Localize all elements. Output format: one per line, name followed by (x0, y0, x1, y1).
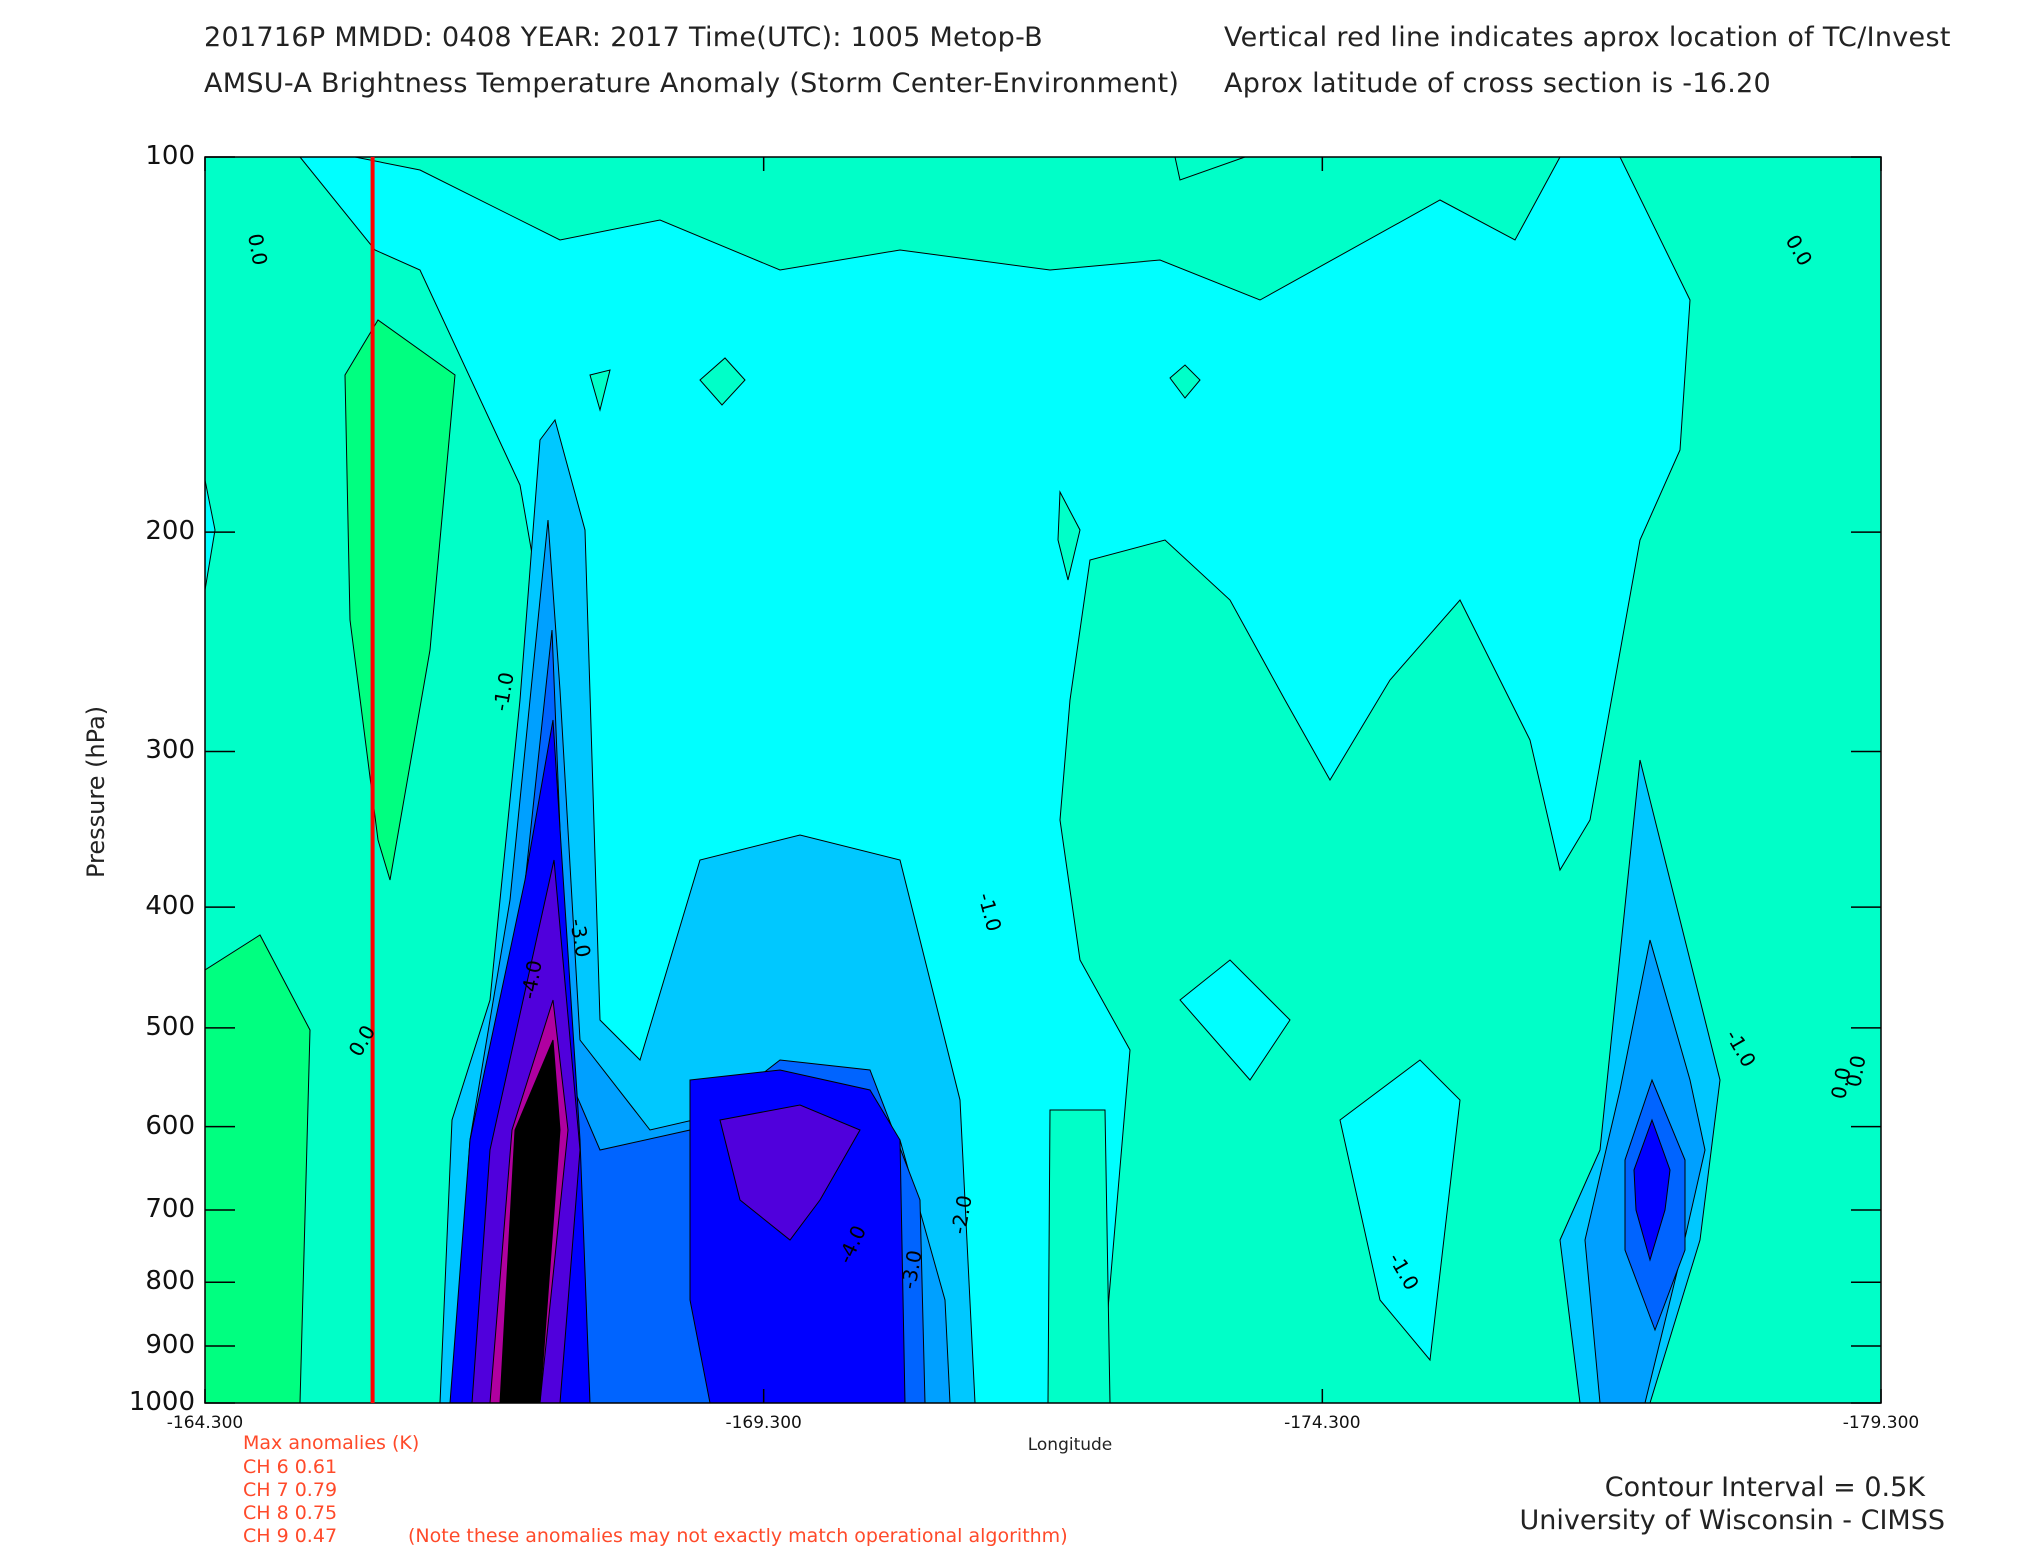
header-line2-right: Aprox latitude of cross section is -16.2… (1224, 68, 1772, 99)
x-axis-title: Longitude (1027, 1435, 1113, 1455)
header-line1-left: 201716P MMDD: 0408 YEAR: 2017 Time(UTC):… (204, 22, 1044, 53)
x-tick-label: -164.300 (166, 1413, 244, 1433)
contour-blob-1 (205, 479, 216, 591)
header-line2-left: AMSU-A Brightness Temperature Anomaly (S… (204, 68, 1180, 99)
contour-band-neg-5-black (499, 1039, 561, 1403)
contour-label: 0.0 (1826, 1065, 1855, 1100)
x-tick-label: -179.300 (1842, 1413, 1920, 1433)
y-ticks (205, 156, 1881, 1404)
anomaly-row-ch7: CH 7 0.79 (243, 1479, 338, 1501)
anomaly-row-ch6: CH 6 0.61 (243, 1456, 338, 1478)
y-tick-label: 1000 (128, 1387, 195, 1417)
contour-island-1 (699, 357, 746, 406)
contour-blob-2 (1179, 959, 1291, 1081)
contour-blob-3 (1339, 1059, 1461, 1362)
credit: University of Wisconsin - CIMSS (1519, 1505, 1945, 1536)
contour-island-2 (589, 369, 611, 412)
x-ticks (204, 157, 1882, 1403)
y-tick-label: 500 (145, 1011, 195, 1042)
y-tick-label: 200 (145, 516, 195, 547)
x-tick-label: -174.300 (1284, 1413, 1361, 1433)
y-tick-label: 300 (145, 735, 195, 766)
max-anomalies-title: Max anomalies (K) (243, 1432, 420, 1454)
contour-island-4 (1057, 490, 1081, 581)
header-line1-right: Vertical red line indicates aprox locati… (1224, 22, 1951, 53)
anomaly-note: (Note these anomalies may not exactly ma… (408, 1525, 1068, 1547)
contour-island-6 (1174, 157, 1246, 181)
anomaly-row-ch8: CH 8 0.75 (243, 1502, 338, 1524)
x-tick-label: -169.300 (725, 1413, 802, 1433)
contour-island-5 (1047, 1109, 1111, 1403)
contour-island-3 (1169, 364, 1201, 399)
y-axis-title: Pressure (hPa) (82, 705, 110, 878)
contour-band-neg-3-0-right (1633, 1118, 1671, 1262)
contour-field (205, 157, 1881, 1403)
contour-band-neg-4-0-center (719, 1104, 861, 1241)
anomaly-row-ch9: CH 9 0.47 (243, 1525, 338, 1547)
y-tick-label: 400 (145, 891, 195, 922)
y-tick-label: 900 (145, 1329, 195, 1360)
contour-interval: Contour Interval = 0.5K (1604, 1472, 1925, 1503)
y-tick-label: 800 (145, 1266, 195, 1297)
y-tick-label: 100 (145, 141, 195, 171)
plot-frame (204, 156, 1882, 1404)
y-tick-label: 600 (145, 1110, 195, 1141)
contour-band-warm-left (205, 934, 311, 1403)
y-tick-label: 700 (145, 1193, 195, 1224)
contour-label: 0.0 (243, 232, 272, 267)
contour-label: 0.0 (1841, 1053, 1870, 1088)
